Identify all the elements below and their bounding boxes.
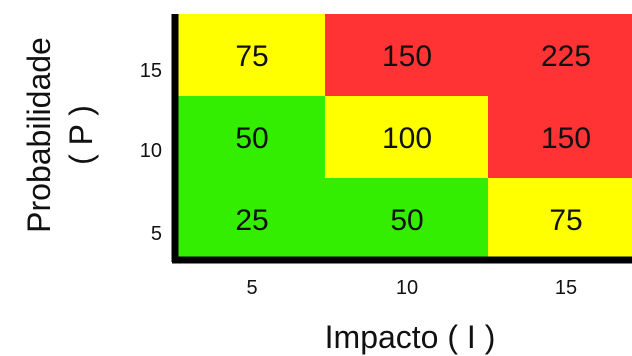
heatmap-cell-r2-c2 xyxy=(488,178,632,260)
cell-value-label: 50 xyxy=(390,204,423,237)
heatmap-cell-r0-c2 xyxy=(488,14,632,96)
cell-value-label: 225 xyxy=(541,40,591,73)
cell-value-label: 50 xyxy=(235,122,268,155)
x-tick-label: 10 xyxy=(396,277,418,299)
y-tick-label: 5 xyxy=(151,223,162,245)
x-tick-label: 15 xyxy=(555,277,577,299)
cell-value-label: 150 xyxy=(541,122,591,155)
x-axis-ticks: 5 10 15 xyxy=(246,277,577,299)
heatmap-cell-r1-c2 xyxy=(488,96,632,178)
heatmap-cell-r0-c1 xyxy=(325,14,488,96)
heatmap-cell-r1-c0 xyxy=(175,96,325,178)
y-tick-label: 10 xyxy=(140,140,162,162)
y-tick-label: 15 xyxy=(140,60,162,82)
cell-value-label: 150 xyxy=(382,40,432,73)
heatmap-cell-r2-c1 xyxy=(325,178,488,260)
cell-value-label: 75 xyxy=(235,40,268,73)
x-tick-label: 5 xyxy=(246,277,257,299)
heatmap-cell-labels: 75 150 225 50 100 150 25 50 75 xyxy=(235,40,591,237)
y-axis-title-line-2: ( P ) xyxy=(63,105,99,165)
cell-value-label: 100 xyxy=(382,122,432,155)
x-axis-title: Impacto ( I ) xyxy=(325,319,496,355)
cell-value-label: 75 xyxy=(549,204,582,237)
cell-value-label: 25 xyxy=(235,204,268,237)
heatmap-cell-r1-c1 xyxy=(325,96,488,178)
heatmap-cells xyxy=(175,14,632,260)
y-axis-title-line-1: Probabilidade xyxy=(21,37,57,233)
heatmap-cell-r2-c0 xyxy=(175,178,325,260)
heatmap-cell-r0-c0 xyxy=(175,14,325,96)
y-axis-ticks: 15 10 5 xyxy=(140,60,162,245)
